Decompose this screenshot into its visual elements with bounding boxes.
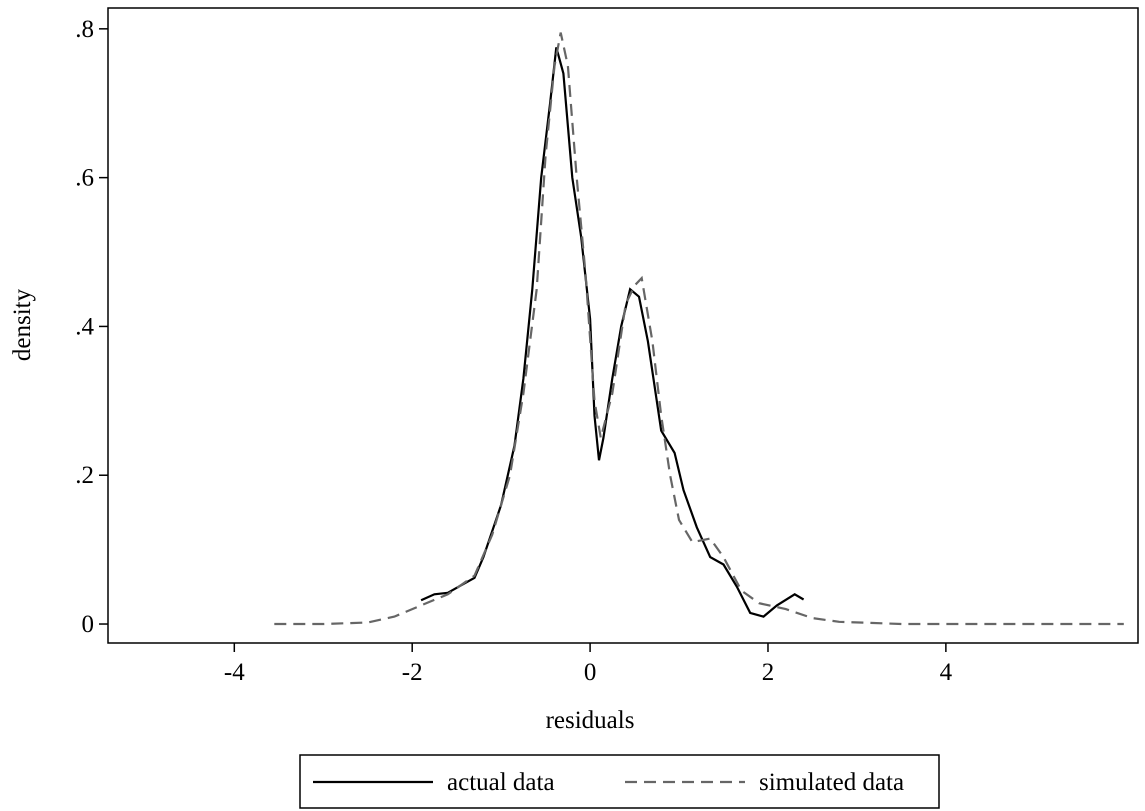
plot-frame xyxy=(107,7,1139,644)
x-tick-label: 4 xyxy=(940,659,953,686)
y-axis-title: density xyxy=(9,288,36,361)
y-tick-label: .8 xyxy=(75,16,94,43)
y-tick-label: .6 xyxy=(75,165,94,192)
x-axis-title: residuals xyxy=(546,707,635,734)
series-line xyxy=(274,32,1124,626)
legend-label: actual data xyxy=(447,769,555,796)
y-tick-label: .4 xyxy=(75,313,94,340)
x-tick-label: -4 xyxy=(224,659,245,686)
x-tick-label: 0 xyxy=(584,659,597,686)
y-tick-label: 0 xyxy=(82,611,95,638)
x-tick-label: -2 xyxy=(402,659,423,686)
legend-label: simulated data xyxy=(759,769,904,796)
x-tick-label: 2 xyxy=(762,659,775,686)
y-tick-label: .2 xyxy=(75,462,94,489)
series-line xyxy=(420,47,805,618)
